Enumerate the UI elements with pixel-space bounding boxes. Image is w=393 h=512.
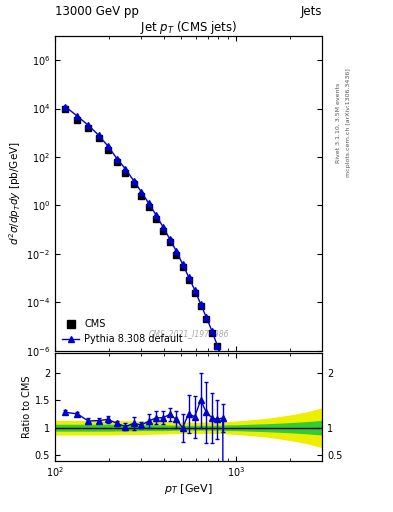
Y-axis label: $d^{2}\sigma/dp_{T}dy$ [pb/GeV]: $d^{2}\sigma/dp_{T}dy$ [pb/GeV] [7, 141, 23, 245]
Text: 13000 GeV pp: 13000 GeV pp [55, 5, 139, 18]
Legend: CMS, Pythia 8.308 default: CMS, Pythia 8.308 default [58, 315, 187, 348]
Text: mcplots.cern.ch [arXiv:1306.3436]: mcplots.cern.ch [arXiv:1306.3436] [346, 69, 351, 177]
Text: Jets: Jets [301, 5, 322, 18]
Text: Rivet 3.1.10, 3.5M events: Rivet 3.1.10, 3.5M events [336, 83, 341, 163]
Y-axis label: Ratio to CMS: Ratio to CMS [22, 376, 32, 438]
X-axis label: $p_T$ [GeV]: $p_T$ [GeV] [164, 482, 213, 496]
Title: Jet $p_T$ (CMS jets): Jet $p_T$ (CMS jets) [140, 19, 237, 36]
Text: CMS_2021_I1972986: CMS_2021_I1972986 [149, 329, 229, 338]
